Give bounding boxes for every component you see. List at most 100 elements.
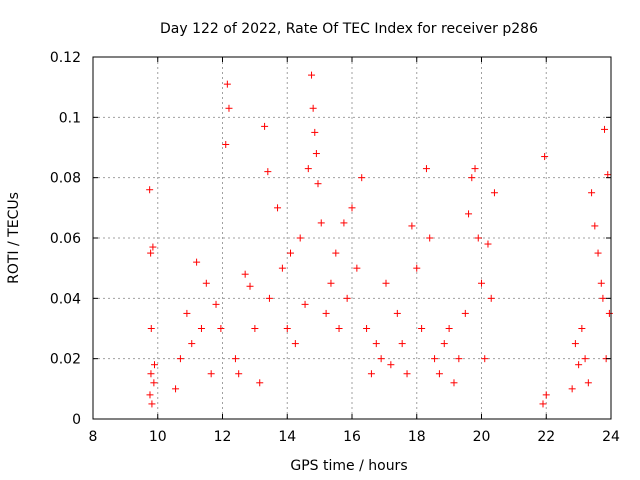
data-point [176, 355, 184, 363]
data-point [308, 71, 316, 79]
data-point [225, 104, 233, 112]
x-tick-label: 12 [214, 429, 232, 445]
tick-layer: 8 10 12 14 16 18 20 22 24 0 0.02 0.04 0.06 0.08 0.1 0.1… [50, 50, 620, 445]
data-point [440, 340, 448, 348]
data-point [212, 300, 220, 308]
data-point [188, 340, 196, 348]
data-point [286, 249, 294, 257]
data-point [461, 309, 469, 317]
data-point [343, 294, 351, 302]
x-tick-label: 16 [343, 429, 361, 445]
data-point [202, 279, 210, 287]
data-point [172, 385, 180, 393]
x-tick-label: 18 [408, 429, 426, 445]
data-point [387, 361, 395, 369]
data-point [478, 279, 485, 287]
data-point [398, 340, 406, 348]
data-point [426, 234, 434, 242]
data-point [146, 186, 154, 194]
y-tick-label: 0.02 [50, 352, 81, 368]
data-points [146, 71, 613, 408]
data-point [312, 150, 320, 158]
data-point [327, 279, 335, 287]
data-point [197, 325, 205, 332]
x-tick-label: 8 [89, 429, 98, 445]
data-point [372, 340, 380, 348]
data-point [594, 249, 602, 257]
data-point [317, 219, 325, 227]
data-point [183, 309, 191, 317]
data-point [147, 370, 155, 378]
data-point [471, 165, 479, 173]
data-point [408, 222, 416, 230]
data-point [283, 325, 291, 332]
data-point [591, 222, 599, 230]
data-point [151, 361, 159, 369]
x-axis-label: GPS time / hours [290, 458, 407, 474]
data-point [314, 180, 322, 188]
data-point [291, 340, 299, 348]
data-point [539, 400, 547, 408]
data-point [490, 189, 498, 197]
data-point [301, 300, 309, 308]
data-point [578, 325, 586, 332]
data-point [146, 391, 154, 399]
grid-layer [93, 57, 611, 419]
data-point [147, 249, 155, 257]
data-point [597, 279, 605, 287]
data-point [231, 355, 239, 363]
data-point [265, 294, 273, 302]
x-tick-label: 10 [149, 429, 167, 445]
data-point [223, 80, 231, 88]
data-point [335, 325, 343, 332]
y-tick-label: 0.06 [50, 231, 81, 247]
data-point [601, 125, 609, 133]
data-point [246, 282, 254, 290]
x-tick-label: 22 [537, 429, 555, 445]
data-point [422, 165, 430, 173]
data-point [264, 168, 272, 176]
y-tick-label: 0.1 [59, 110, 81, 126]
y-tick-label: 0 [72, 412, 81, 428]
data-point [418, 325, 426, 332]
data-point [431, 355, 439, 363]
data-point [450, 379, 458, 387]
data-point [274, 204, 282, 212]
data-point [309, 104, 317, 112]
y-axis-label: ROTI / TECUs [6, 192, 22, 284]
data-point [150, 379, 158, 387]
data-point [413, 264, 421, 272]
x-tick-label: 20 [473, 429, 491, 445]
data-point [207, 370, 215, 378]
data-point [147, 325, 155, 332]
data-point [605, 309, 613, 317]
data-point [304, 165, 312, 173]
data-point [261, 122, 269, 130]
data-point [588, 189, 596, 197]
data-point [581, 355, 589, 363]
y-tick-label: 0.04 [50, 291, 81, 307]
x-tick-label: 24 [602, 429, 620, 445]
data-point [487, 294, 495, 302]
data-point [584, 379, 592, 387]
data-point [332, 249, 340, 257]
data-point [340, 219, 348, 227]
chart-title: Day 122 of 2022, Rate Of TEC Index for r… [160, 21, 538, 37]
data-point [358, 174, 366, 182]
data-point [256, 379, 264, 387]
data-point [445, 325, 453, 332]
y-tick-label: 0.08 [50, 171, 81, 187]
data-point [465, 210, 473, 218]
data-point [604, 171, 612, 179]
data-point [484, 240, 492, 248]
data-point [148, 400, 156, 408]
data-point [241, 270, 249, 278]
data-point [296, 234, 304, 242]
data-point [468, 174, 476, 182]
data-point [575, 361, 583, 369]
data-point [367, 370, 375, 378]
data-point [599, 294, 607, 302]
data-point [235, 370, 243, 378]
data-point [403, 370, 411, 378]
data-point [363, 325, 371, 332]
